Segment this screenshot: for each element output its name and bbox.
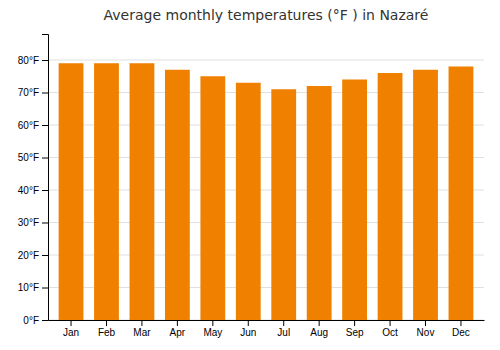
bar [200,76,225,320]
y-axis-line [42,35,49,321]
x-tick-label: Nov [417,327,435,338]
y-tick-label: 10°F [18,282,39,293]
y-tick-mark [42,223,48,224]
y-tick-mark [42,255,48,256]
x-tick-mark [319,320,320,326]
bars [59,63,474,320]
y-tick-label: 20°F [18,250,39,261]
x-tick: Apr [170,320,186,338]
x-tick: Nov [417,320,435,338]
y-tick-mark [42,60,48,61]
y-tick: 80°F [18,55,48,66]
x-tick-mark [106,320,107,326]
x-tick: Sep [346,320,364,338]
x-tick: Aug [310,320,328,338]
x-axis: Jan Feb Mar Apr May Jun Jul Aug Sep Oct Nov Dec [49,320,485,338]
y-tick: 30°F [18,217,48,228]
x-tick-label: Aug [310,327,328,338]
x-tick-mark [141,320,142,326]
x-tick-mark [177,320,178,326]
bar [307,86,332,320]
x-tick-mark [283,320,284,326]
x-tick-mark [354,320,355,326]
x-tick-label: Jun [240,327,256,338]
x-tick-label: Sep [346,327,364,338]
x-tick: Mar [133,320,151,338]
y-tick: 20°F [18,250,48,261]
y-tick-label: 0°F [23,315,39,326]
y-tick-label: 40°F [18,185,39,196]
bar [449,67,474,321]
bar [130,63,155,320]
x-tick-label: May [203,327,222,338]
x-tick-label: Dec [452,327,470,338]
x-tick-mark [390,320,391,326]
y-tick-mark [42,320,48,321]
bar [94,63,119,320]
bar [342,80,367,321]
x-tick-mark [425,320,426,326]
y-tick-label: 60°F [18,120,39,131]
y-tick: 50°F [18,152,48,163]
x-tick: Feb [98,320,116,338]
bar [59,63,84,320]
bar [236,83,261,320]
x-tick: Jun [240,320,256,338]
y-tick-mark [42,125,48,126]
bar [378,73,403,320]
x-tick-label: Jul [277,327,290,338]
x-tick-label: Mar [133,327,151,338]
y-tick-mark [42,190,48,191]
bar [413,70,438,320]
x-tick-mark [248,320,249,326]
y-tick: 60°F [18,120,48,131]
y-tick-mark [42,288,48,289]
y-tick-label: 80°F [18,55,39,66]
x-tick: Jan [63,320,79,338]
y-tick: 10°F [18,282,48,293]
x-tick: Oct [382,320,398,338]
y-tick-label: 30°F [18,217,39,228]
x-tick-label: Jan [63,327,79,338]
chart: 0°F 10°F 20°F 30°F 40°F 50°F 60°F 70°F 80°F Jan Fe… [0,0,500,350]
y-tick-mark [42,93,48,94]
grid [48,60,484,320]
y-tick-label: 70°F [18,87,39,98]
bar [165,70,190,320]
y-tick: 70°F [18,87,48,98]
x-tick-mark [212,320,213,326]
y-tick-mark [42,158,48,159]
x-tick: Jul [277,320,290,338]
x-tick: May [203,320,222,338]
y-tick: 0°F [23,315,48,326]
y-tick: 40°F [18,185,48,196]
x-tick: Dec [452,320,470,338]
y-tick-label: 50°F [18,152,39,163]
plot-area: 0°F 10°F 20°F 30°F 40°F 50°F 60°F 70°F 80°F Jan Fe… [18,35,485,339]
x-tick-label: Apr [170,327,186,338]
x-axis-line [49,320,485,321]
bar [271,89,296,320]
title: Average monthly temperatures (°F ) in Na… [104,7,429,23]
x-tick-label: Oct [382,327,398,338]
grid-line [48,60,484,61]
x-tick-mark [460,320,461,326]
y-axis: 0°F 10°F 20°F 30°F 40°F 50°F 60°F 70°F 80°F [18,35,49,326]
x-tick-label: Feb [98,327,116,338]
x-tick-mark [71,320,72,326]
